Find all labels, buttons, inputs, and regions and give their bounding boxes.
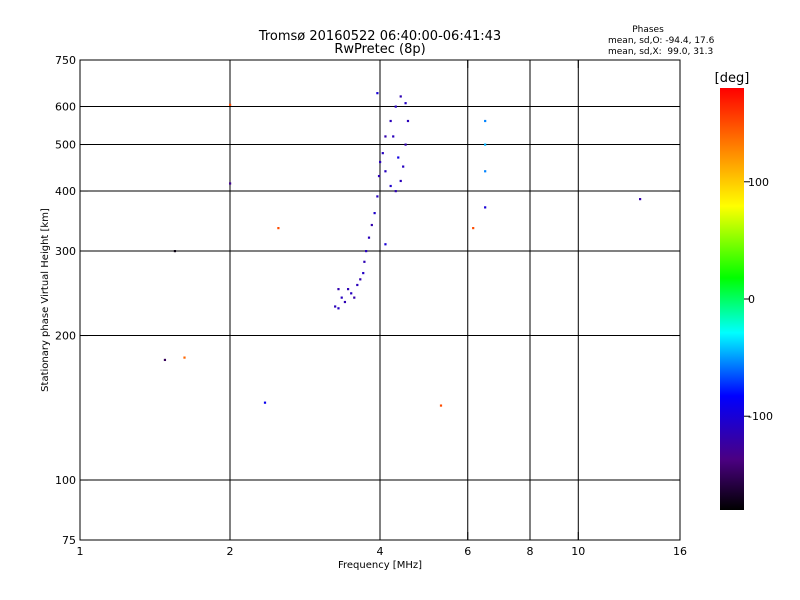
data-point bbox=[363, 260, 366, 263]
data-point bbox=[404, 102, 407, 105]
phases-line-x: mean, sd,X: 99.0, 31.3 bbox=[608, 47, 713, 57]
data-point bbox=[277, 227, 280, 230]
colorbar-ticks: 100 0 -100 bbox=[744, 176, 773, 423]
phases-line-o: mean, sd,O: -94.4, 17.6 bbox=[608, 36, 715, 46]
y-tick-label: 300 bbox=[55, 245, 76, 258]
data-point bbox=[373, 212, 376, 215]
data-point bbox=[370, 223, 373, 227]
x-tick-label: 8 bbox=[527, 545, 534, 558]
data-point bbox=[406, 119, 410, 123]
data-point bbox=[639, 198, 642, 201]
data-point bbox=[484, 206, 487, 209]
colorbar-tick-label: -100 bbox=[748, 410, 773, 423]
y-tick-label: 400 bbox=[55, 185, 76, 198]
data-point bbox=[484, 170, 487, 173]
data-point bbox=[334, 305, 337, 308]
phases-heading: Phases bbox=[632, 25, 664, 35]
data-point bbox=[389, 184, 392, 188]
data-point bbox=[346, 288, 350, 291]
data-point bbox=[389, 119, 392, 123]
colorbar-label: [deg] bbox=[715, 71, 750, 86]
data-point bbox=[384, 170, 387, 173]
y-tick-label: 75 bbox=[62, 534, 76, 547]
data-point bbox=[337, 307, 340, 310]
colorbar-tick-label: 0 bbox=[748, 293, 755, 306]
data-point bbox=[384, 135, 387, 138]
colorbar-tick-label: 100 bbox=[748, 176, 769, 189]
data-point bbox=[343, 300, 347, 304]
data-point bbox=[362, 271, 365, 275]
data-point bbox=[384, 243, 387, 246]
data-point bbox=[183, 356, 186, 359]
data-point bbox=[263, 401, 267, 404]
data-point bbox=[340, 296, 343, 299]
colorbar: [deg] 100 0 -100 bbox=[715, 71, 773, 510]
data-point bbox=[394, 190, 397, 193]
data-point bbox=[484, 119, 487, 123]
data-point bbox=[365, 250, 368, 253]
data-point bbox=[392, 135, 395, 138]
y-axis-label: Stationary phase Virtual Height [km] bbox=[40, 208, 51, 392]
plot-area: 1 2 4 6 8 10 16 75 100 200 300 400 500 600 750 bbox=[55, 54, 687, 558]
y-tick-label: 500 bbox=[55, 139, 76, 152]
data-point bbox=[377, 174, 381, 178]
data-point bbox=[376, 195, 379, 198]
chart-subtitle: RwPretec (8p) bbox=[334, 42, 425, 57]
data-point bbox=[356, 283, 359, 287]
x-tick-label: 2 bbox=[227, 545, 234, 558]
colorbar-gradient bbox=[720, 88, 744, 510]
data-point bbox=[472, 227, 475, 230]
x-tick-label: 10 bbox=[571, 545, 585, 558]
data-point bbox=[163, 358, 167, 362]
data-point bbox=[229, 182, 232, 185]
data-point bbox=[439, 404, 443, 407]
data-point bbox=[399, 95, 402, 98]
data-point bbox=[337, 288, 340, 291]
data-point bbox=[397, 156, 400, 159]
y-tick-label: 200 bbox=[55, 330, 76, 343]
x-tick-label: 1 bbox=[77, 545, 84, 558]
data-point bbox=[173, 250, 177, 253]
x-tick-label: 4 bbox=[377, 545, 384, 558]
y-axis-ticks: 75 100 200 300 400 500 600 750 bbox=[55, 54, 680, 547]
data-point bbox=[379, 160, 382, 164]
data-points bbox=[163, 92, 642, 407]
data-point bbox=[394, 105, 397, 108]
data-point bbox=[381, 152, 384, 155]
data-point bbox=[359, 278, 362, 281]
y-tick-label: 750 bbox=[55, 54, 76, 67]
data-point bbox=[353, 296, 356, 299]
data-point bbox=[404, 143, 407, 146]
data-point bbox=[376, 92, 379, 95]
gridlines bbox=[80, 60, 680, 540]
data-point bbox=[402, 165, 405, 168]
y-tick-label: 600 bbox=[55, 101, 76, 114]
data-point bbox=[484, 143, 487, 146]
data-point bbox=[350, 292, 353, 295]
data-point bbox=[229, 103, 232, 106]
data-point bbox=[399, 179, 402, 183]
x-axis-label: Frequency [MHz] bbox=[338, 560, 422, 571]
x-tick-label: 16 bbox=[673, 545, 687, 558]
x-axis-ticks: 1 2 4 6 8 10 16 bbox=[77, 60, 687, 558]
x-tick-label: 6 bbox=[464, 545, 471, 558]
y-tick-label: 100 bbox=[55, 474, 76, 487]
chart-title: Tromsø 20160522 06:40:00-06:41:43 bbox=[258, 29, 501, 44]
data-point bbox=[367, 236, 371, 239]
